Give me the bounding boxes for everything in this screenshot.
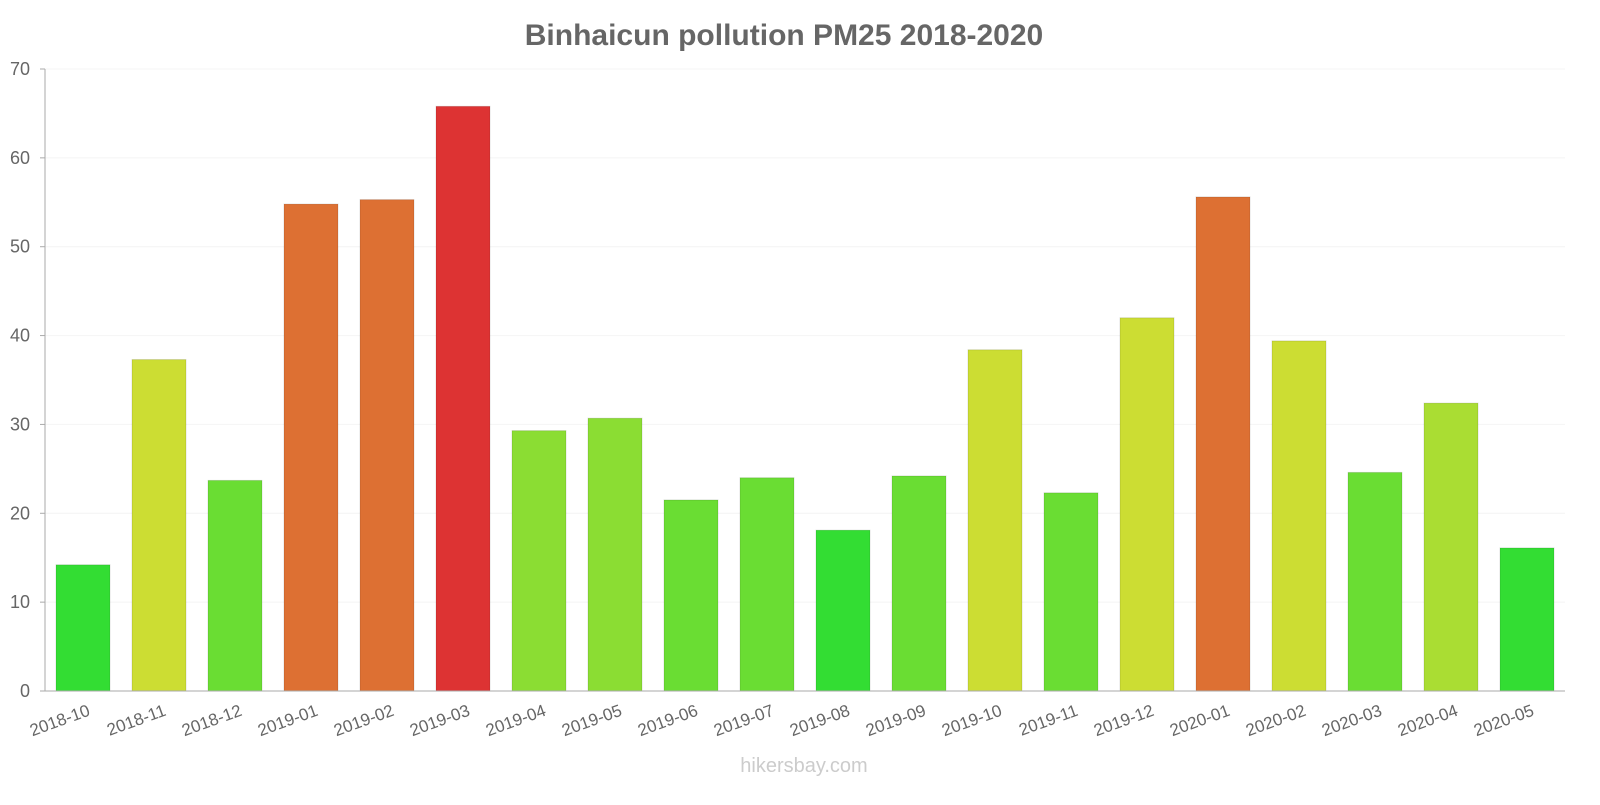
bar-2020-04 — [1423, 402, 1479, 692]
bar-2020-05 — [1499, 547, 1555, 692]
x-tick-label: 2019-02 — [331, 701, 396, 740]
chart-title: Binhaicun pollution PM25 2018-2020 — [525, 19, 1043, 52]
bar-2019-05 — [587, 417, 643, 692]
bar-2020-03 — [1347, 471, 1403, 692]
bar-2019-10 — [967, 349, 1023, 692]
bar-2019-12 — [1119, 317, 1175, 692]
x-tick-label: 2020-02 — [1243, 701, 1308, 740]
x-tick-label: 2019-09 — [863, 701, 928, 740]
bar-2020-01 — [1195, 196, 1251, 692]
bar-2019-11 — [1043, 492, 1099, 692]
bar-2019-02 — [359, 199, 415, 692]
x-tick-label: 2019-11 — [1016, 701, 1080, 740]
x-tick-label: 2019-01 — [255, 701, 320, 740]
y-tick-label: 0 — [20, 681, 30, 701]
x-tick-label: 2019-10 — [939, 701, 1004, 740]
bar-2019-04 — [511, 430, 567, 692]
y-tick-label: 60 — [10, 148, 30, 168]
x-tick-label: 2019-03 — [407, 701, 472, 740]
bar-2018-11 — [131, 359, 187, 692]
bar-2018-12 — [207, 479, 263, 692]
x-tick-label: 2019-08 — [787, 701, 852, 740]
bar-2019-01 — [283, 203, 339, 692]
bar-2019-03 — [435, 105, 491, 692]
bar-2019-06 — [663, 499, 719, 692]
bar-2019-09 — [891, 475, 947, 692]
bar-2018-10 — [55, 564, 111, 692]
y-tick-label: 40 — [10, 326, 30, 346]
x-tick-label: 2019-05 — [559, 701, 624, 740]
x-tick-label: 2018-11 — [104, 701, 168, 740]
x-tick-label: 2020-01 — [1167, 701, 1232, 740]
y-tick-label: 20 — [10, 503, 30, 523]
x-tick-label: 2020-05 — [1471, 701, 1536, 740]
x-tick-label: 2019-06 — [635, 701, 700, 740]
x-tick-label: 2018-10 — [27, 701, 92, 740]
x-tick-label: 2018-12 — [179, 701, 244, 740]
x-tick-label: 2019-04 — [483, 701, 548, 740]
y-tick-label: 50 — [10, 237, 30, 257]
y-tick-label: 70 — [10, 59, 30, 79]
x-tick-label: 2020-04 — [1395, 701, 1460, 740]
x-tick-label: 2020-03 — [1319, 701, 1384, 740]
bar-2019-07 — [739, 477, 795, 692]
x-tick-label: 2019-07 — [711, 701, 776, 740]
y-tick-label: 10 — [10, 592, 30, 612]
x-tick-label: 2019-12 — [1091, 701, 1156, 740]
bar-2019-08 — [815, 529, 871, 692]
watermark: hikersbay.com — [740, 755, 867, 777]
y-tick-label: 30 — [10, 414, 30, 434]
bar-2020-02 — [1271, 340, 1327, 692]
